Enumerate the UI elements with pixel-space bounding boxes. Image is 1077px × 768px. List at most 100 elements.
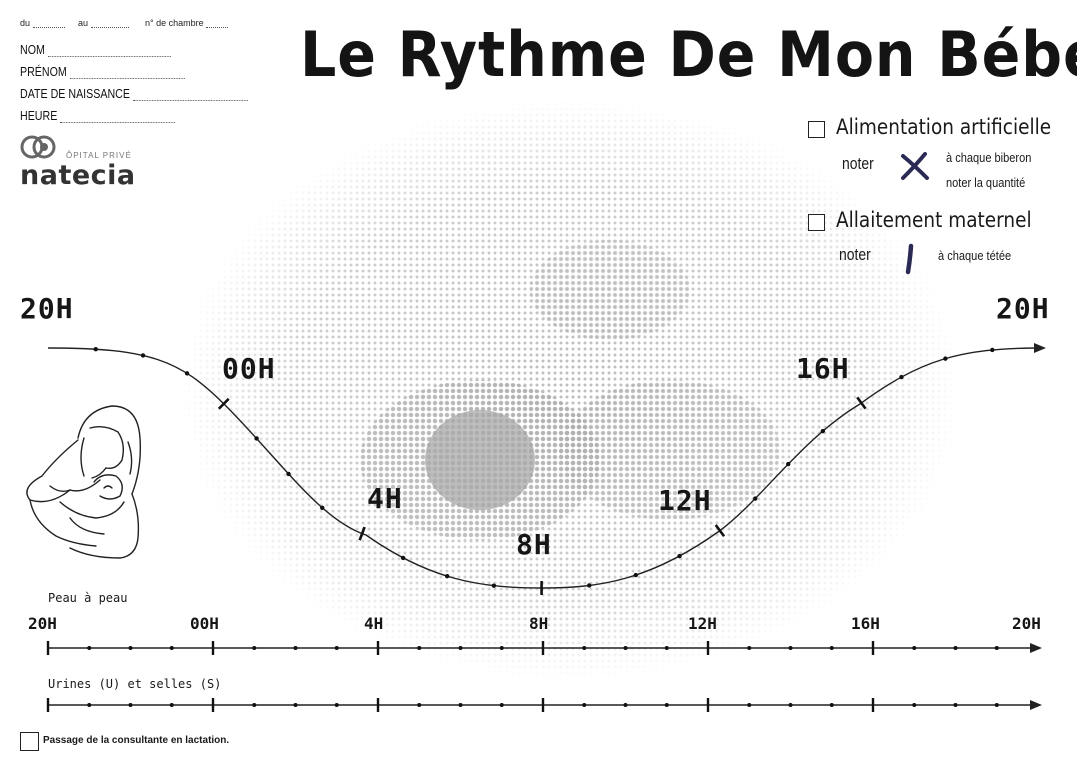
field-au: au: [78, 18, 129, 28]
baby-halftone-background: [150, 70, 970, 690]
logo-subtitle: ÔPITAL PRIVÉ: [66, 151, 132, 160]
cross-mark-icon: [901, 152, 929, 180]
curve-minor-tick: [491, 583, 497, 588]
field-nom-line[interactable]: [47, 56, 171, 57]
timeline-minor-tick: [128, 646, 133, 650]
artificial-feeding-label: Alimentation artificielle: [836, 115, 1052, 139]
timeline-minor-tick: [334, 703, 339, 707]
timeline-minor-tick: [994, 703, 999, 707]
t1-tick-label-1: 00H: [190, 614, 219, 633]
curve-hour-4: 4H: [367, 482, 403, 515]
timeline-minor-tick: [994, 646, 999, 650]
curve-minor-tick: [254, 436, 259, 441]
field-heure: HEURE: [20, 108, 176, 123]
logo-name: natecia: [20, 160, 136, 191]
curve-minor-tick: [93, 347, 98, 352]
curve-minor-tick: [753, 496, 758, 501]
curve-major-tick: [217, 397, 230, 410]
curve-minor-tick: [633, 572, 639, 578]
timeline-urines-arrow: [1030, 700, 1042, 710]
field-nom-label: NOM: [20, 42, 45, 57]
field-heure-label: HEURE: [20, 108, 58, 123]
breast-noter: noter: [839, 245, 871, 264]
timeline-minor-tick: [417, 703, 422, 707]
breastfeeding-checkbox[interactable]: [808, 214, 825, 231]
curve-minor-tick: [286, 471, 291, 477]
timeline-minor-tick: [458, 703, 463, 707]
curve-minor-tick: [184, 371, 190, 376]
timeline-minor-tick: [747, 703, 752, 707]
lactation-consultant-text: Passage de la consultante en lactation.: [43, 735, 230, 746]
curve-major-tick: [714, 524, 726, 538]
timeline-minor-tick: [499, 646, 504, 650]
timeline-minor-tick: [788, 703, 793, 707]
natecia-logo-icon: [20, 135, 56, 159]
t1-tick-label-5: 16H: [851, 614, 880, 633]
field-prenom: PRÉNOM: [20, 64, 185, 79]
field-du-line[interactable]: [32, 27, 65, 28]
field-chambre-line[interactable]: [206, 27, 229, 28]
t1-tick-label-0: 20H: [28, 614, 57, 633]
timeline-minor-tick: [169, 646, 174, 650]
curve-hour-8: 8H: [516, 528, 552, 561]
timeline-minor-tick: [664, 703, 669, 707]
field-nom: NOM: [20, 42, 171, 57]
curve-hour-12: 12H: [658, 484, 712, 517]
curve-major-tick: [358, 526, 366, 541]
timeline-minor-tick: [252, 703, 257, 707]
timeline-minor-tick: [582, 703, 587, 707]
curve-minor-tick: [990, 347, 995, 353]
timeline-minor-tick: [623, 646, 628, 650]
timeline-minor-tick: [582, 646, 587, 650]
curve-minor-tick: [677, 553, 682, 559]
artificial-noter: noter: [842, 154, 874, 173]
timeline-minor-tick: [334, 646, 339, 650]
timeline-minor-tick: [664, 646, 669, 650]
t1-tick-label-6: 20H: [1012, 614, 1041, 633]
breastfeeding-label: Allaitement maternel: [836, 208, 1032, 232]
timeline-minor-tick: [912, 646, 917, 650]
lactation-consultant-checkbox[interactable]: [20, 732, 39, 751]
artificial-line1: à chaque biberon: [946, 150, 1032, 165]
timeline-minor-tick: [953, 703, 958, 707]
t1-tick-label-4: 12H: [688, 614, 717, 633]
rhythm-curve: [47, 347, 1041, 589]
t1-tick-label-2: 4H: [364, 614, 384, 633]
field-prenom-line[interactable]: [69, 78, 185, 79]
field-du-label: du: [20, 18, 31, 28]
field-heure-line[interactable]: [60, 122, 176, 123]
timeline-minor-tick: [293, 646, 298, 650]
timeline-minor-tick: [788, 646, 793, 650]
timeline-minor-tick: [829, 703, 834, 707]
field-chambre-label: n° de chambre: [145, 18, 204, 28]
timeline-minor-tick: [747, 646, 752, 650]
curve-hour-right: 20H: [996, 292, 1050, 325]
timeline-minor-tick: [499, 703, 504, 707]
curve-major-tick: [856, 396, 867, 410]
field-au-line[interactable]: [90, 27, 129, 28]
timeline-minor-tick: [87, 703, 92, 707]
field-chambre: n° de chambre: [145, 18, 229, 28]
timeline-minor-tick: [128, 703, 133, 707]
curve-hour-16: 16H: [796, 352, 850, 385]
timeline-minor-tick: [169, 703, 174, 707]
artificial-line2: noter la quantité: [946, 175, 1026, 190]
artificial-feeding-checkbox[interactable]: [808, 121, 825, 138]
field-prenom-label: PRÉNOM: [20, 64, 67, 79]
page-title: Le Rythme De Mon Bébé: [300, 18, 1077, 91]
timeline-minor-tick: [417, 646, 422, 650]
peau-a-peau-label: Peau à peau: [48, 591, 128, 605]
field-du: du: [20, 18, 65, 28]
breast-line1: à chaque tétée: [938, 248, 1012, 263]
timeline-minor-tick: [953, 646, 958, 650]
curve-minor-tick: [899, 374, 904, 380]
curve-minor-tick: [140, 353, 146, 358]
curve-minor-tick: [943, 356, 948, 361]
curve-hour-left: 20H: [20, 292, 74, 325]
mother-baby-illustration: [26, 405, 142, 559]
field-date-naissance-line[interactable]: [132, 100, 248, 101]
timeline-peau-arrow: [1030, 643, 1042, 653]
curve-arrow-head: [1034, 343, 1046, 353]
curve-minor-tick: [444, 573, 450, 579]
